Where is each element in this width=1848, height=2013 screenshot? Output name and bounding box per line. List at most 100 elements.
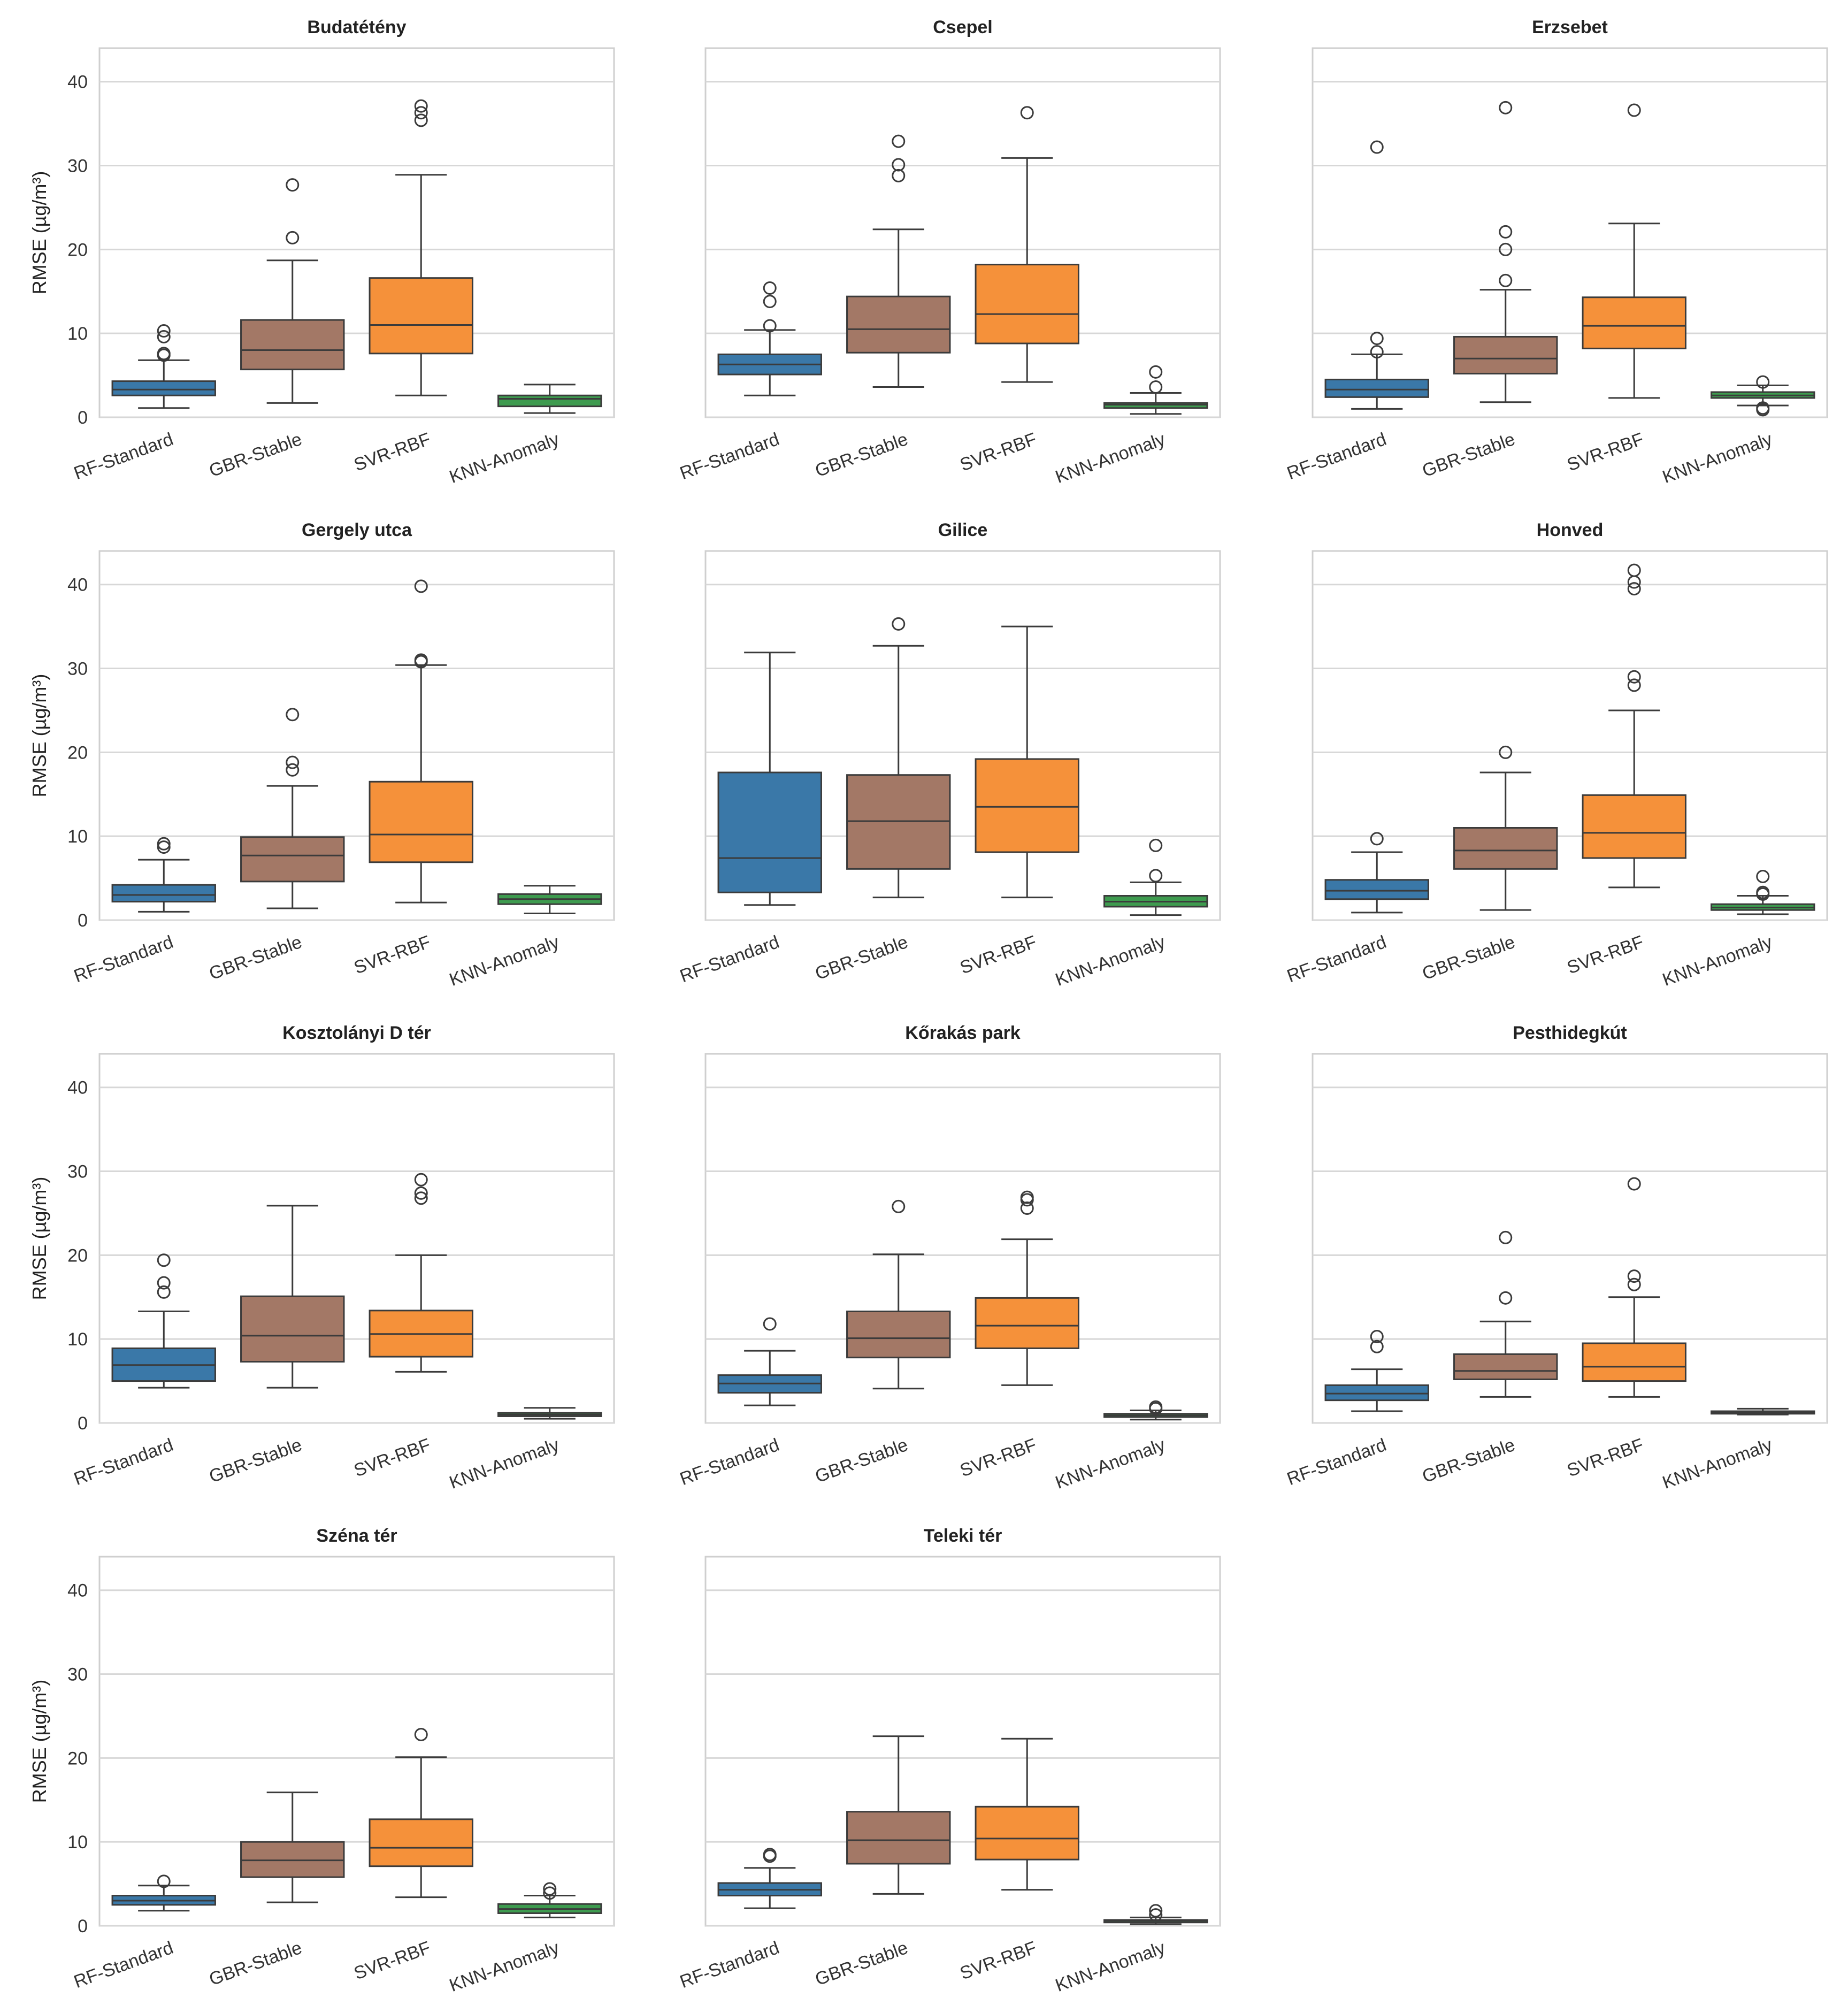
x-tick-label: RF-Standard	[71, 429, 176, 484]
iqr-box	[240, 1841, 345, 1878]
outlier-point	[543, 1882, 557, 1896]
box-knn-anomaly	[1103, 365, 1208, 415]
x-tick-label: GBR-Stable	[812, 932, 910, 984]
outlier-point	[157, 837, 171, 851]
outlier-point	[286, 708, 300, 722]
panel-title: Gilice	[938, 520, 988, 540]
outlier-point	[1627, 1269, 1641, 1283]
y-tick-label: 0	[78, 1916, 88, 1937]
box-rf-standard	[111, 837, 216, 913]
panel-title: Budatétény	[307, 17, 406, 37]
outlier-point	[763, 281, 777, 295]
iqr-box	[975, 758, 1079, 853]
box-knn-anomaly	[1103, 838, 1208, 916]
x-tick-label: KNN-Anomaly	[1660, 429, 1775, 487]
iqr-box	[111, 380, 216, 396]
iqr-box	[497, 394, 602, 408]
outlier-point	[414, 1173, 428, 1187]
outlier-point	[1370, 332, 1384, 346]
outlier-point	[892, 1199, 906, 1213]
outlier-point	[543, 1886, 557, 1900]
outlier-point	[1627, 563, 1641, 577]
x-tick-label: KNN-Anomaly	[1053, 1938, 1168, 1996]
panel-11: Teleki tér RF-Standard GBR-Stable SVR-RBF KN…	[677, 1526, 1221, 1996]
x-tick-label: SVR-RBF	[957, 932, 1039, 978]
box-knn-anomaly	[497, 885, 602, 914]
outlier-point	[157, 1874, 171, 1888]
outlier-point	[414, 579, 428, 593]
box-gbr-stable	[846, 617, 951, 899]
panel-title: Gergely utca	[302, 520, 412, 540]
box-knn-anomaly	[1711, 1407, 1815, 1415]
x-tick-label: GBR-Stable	[206, 1938, 304, 1990]
outlier-point	[286, 755, 300, 769]
x-tick-label: GBR-Stable	[206, 1435, 304, 1487]
outlier-point	[1499, 225, 1513, 239]
y-tick-label: 20	[67, 1245, 88, 1266]
outlier-point	[892, 134, 906, 148]
box-knn-anomaly	[1711, 869, 1815, 915]
panel-4: 0 10 20 30 40 RMSE (µg/m³) Gergely utca RF-Stan…	[28, 520, 615, 990]
box-gbr-stable	[240, 178, 345, 404]
outlier-point	[1370, 832, 1384, 846]
outlier-point	[1149, 380, 1163, 394]
y-axis-label: RMSE (µg/m³)	[28, 674, 50, 798]
box-svr-rbf	[1582, 563, 1686, 889]
outlier-point	[157, 1253, 171, 1267]
outlier-point	[892, 158, 906, 172]
panel-frame	[98, 1556, 615, 1927]
x-tick-label: SVR-RBF	[1565, 429, 1646, 476]
box-gbr-stable	[846, 1735, 951, 1895]
outlier-point	[414, 113, 428, 127]
x-tick-label: GBR-Stable	[1420, 1435, 1517, 1487]
x-tick-label: RF-Standard	[71, 1435, 176, 1489]
panel-title: Széna tér	[316, 1526, 397, 1546]
outlier-point	[1499, 1230, 1513, 1244]
x-tick-label: KNN-Anomaly	[1660, 932, 1775, 990]
panel-frame	[704, 1053, 1221, 1424]
y-axis-label: RMSE (µg/m³)	[28, 171, 50, 295]
y-tick-label: 10	[67, 826, 88, 847]
y-tick-label: 40	[67, 72, 88, 93]
outlier-point	[1499, 242, 1513, 256]
x-tick-label: GBR-Stable	[1420, 429, 1517, 481]
outlier-point	[414, 106, 428, 120]
outlier-point	[286, 178, 300, 192]
y-axis-label: RMSE (µg/m³)	[28, 1177, 50, 1300]
y-tick-label: 10	[67, 1832, 88, 1853]
outlier-point	[763, 1848, 777, 1862]
outlier-point	[1627, 678, 1641, 692]
y-tick-label: 40	[67, 1078, 88, 1098]
outlier-point	[157, 840, 171, 854]
box-knn-anomaly	[497, 1882, 602, 1918]
box-rf-standard	[717, 1317, 822, 1406]
y-tick-label: 20	[67, 743, 88, 763]
box-gbr-stable	[240, 1792, 345, 1903]
panel-10: 0 10 20 30 40 RMSE (µg/m³) Széna tér RF-Standar…	[28, 1526, 615, 1996]
outlier-point	[1020, 1190, 1034, 1204]
box-knn-anomaly	[497, 1407, 602, 1420]
y-tick-label: 10	[67, 1329, 88, 1350]
box-rf-standard	[1324, 140, 1429, 410]
iqr-box	[1582, 1342, 1686, 1382]
box-gbr-stable	[1453, 745, 1558, 911]
panel-5: Gilice RF-Standard GBR-Stable SVR-RBF KNN-An…	[677, 520, 1221, 990]
y-tick-label: 30	[67, 156, 88, 177]
box-rf-standard	[111, 1253, 216, 1389]
outlier-point	[1149, 1908, 1163, 1922]
box-svr-rbf	[1582, 103, 1686, 399]
outlier-point	[157, 1285, 171, 1299]
iqr-box	[240, 1295, 345, 1363]
iqr-box	[1582, 296, 1686, 349]
x-tick-label: SVR-RBF	[957, 429, 1039, 476]
y-tick-label: 30	[67, 1665, 88, 1685]
outlier-point	[892, 169, 906, 182]
box-svr-rbf	[369, 1173, 473, 1373]
x-tick-label: KNN-Anomaly	[447, 1435, 562, 1493]
outlier-point	[286, 763, 300, 777]
outlier-point	[763, 295, 777, 309]
outlier-point	[414, 1727, 428, 1741]
iqr-box	[1453, 1353, 1558, 1380]
box-svr-rbf	[975, 106, 1079, 383]
